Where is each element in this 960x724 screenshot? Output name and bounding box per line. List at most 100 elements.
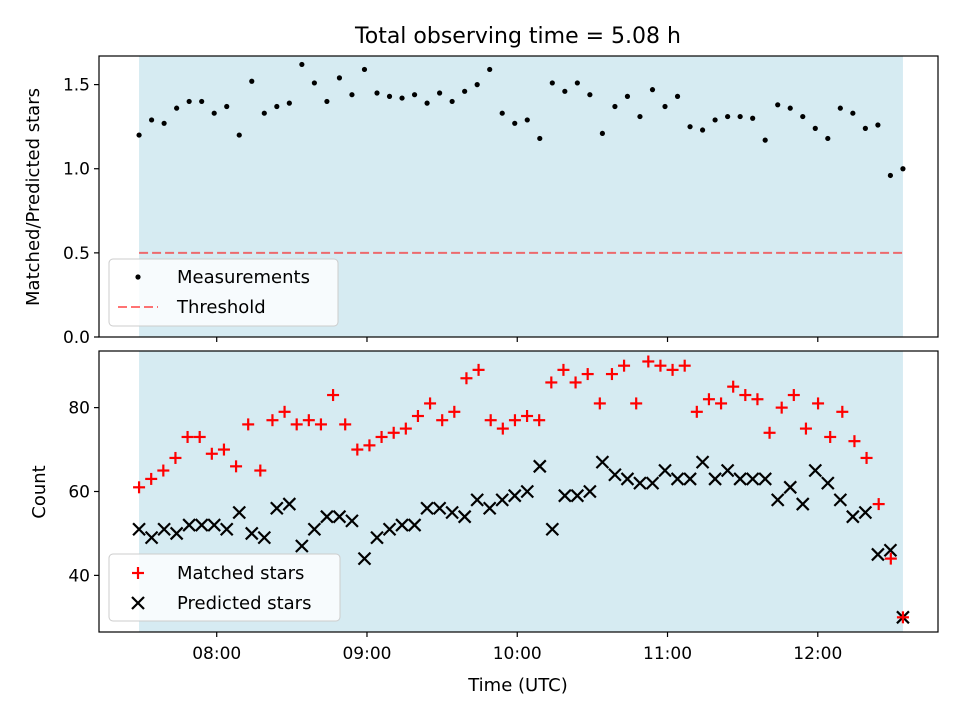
- matched-star-point: [460, 372, 473, 385]
- measurement-point: [236, 132, 242, 138]
- top-y-tick-label: 0.0: [63, 328, 90, 348]
- measurement-point: [787, 105, 793, 111]
- measurement-point: [136, 132, 142, 138]
- measurement-point: [161, 120, 167, 126]
- matched-star-point: [399, 422, 412, 435]
- bottom-legend-box: [108, 553, 341, 622]
- predicted-star-point: [533, 459, 547, 474]
- measurement-point: [286, 100, 292, 106]
- predicted-star-point: [270, 501, 284, 516]
- x-tick-label: 08:00: [192, 644, 241, 664]
- matched-star-point: [230, 460, 243, 473]
- measurement-point: [424, 100, 430, 106]
- matched-star-point: [848, 435, 861, 448]
- predicted-star-point: [795, 497, 810, 511]
- measurement-point: [562, 88, 568, 94]
- bottom-y-tick-label: 40: [68, 566, 90, 586]
- bottom-y-label: Count: [29, 465, 50, 518]
- matched-star-point: [521, 410, 534, 423]
- legend-measurements-label: Measurements: [177, 267, 310, 288]
- predicted-star-point: [332, 509, 347, 524]
- predicted-star-point: [257, 530, 272, 545]
- predicted-star-point: [658, 463, 672, 478]
- measurement-point: [775, 102, 781, 108]
- predicted-star-point: [132, 522, 146, 537]
- matched-star-point: [242, 418, 255, 431]
- measurement-point: [411, 92, 418, 98]
- predicted-star-point: [495, 493, 509, 507]
- matched-star-point: [314, 418, 327, 431]
- matched-star-point: [763, 426, 776, 439]
- measurement-point: [900, 166, 906, 172]
- top-legend: Measurements Threshold: [108, 258, 339, 327]
- measurement-point: [599, 130, 606, 137]
- matched-star-point: [436, 414, 449, 427]
- predicted-star-point: [357, 551, 372, 566]
- predicted-star-point: [645, 476, 660, 490]
- predicted-star-point: [858, 505, 873, 520]
- bottom-y-axis: 40 60 80: [68, 399, 99, 586]
- measurement-point: [324, 98, 330, 105]
- measurement-point: [737, 113, 743, 120]
- matched-star-point: [799, 422, 812, 435]
- predicted-star-point: [520, 484, 535, 499]
- predicted-star-point: [432, 501, 447, 516]
- matched-star-point: [654, 359, 667, 372]
- matched-star-point: [642, 355, 655, 368]
- bottom-axes-frame: [98, 350, 939, 633]
- matched-star-point: [424, 397, 437, 410]
- measurement-points: [136, 61, 906, 179]
- matched-star-point: [496, 422, 509, 435]
- matched-star-point: [884, 552, 897, 565]
- predicted-star-point: [457, 509, 472, 524]
- matched-star-point: [787, 389, 800, 402]
- matched-star-point: [824, 430, 837, 443]
- predicted-star-point: [821, 476, 835, 490]
- measurement-point: [825, 135, 831, 142]
- predicted-star-point: [783, 480, 798, 495]
- matched-star-point: [739, 389, 752, 402]
- measurement-point: [386, 93, 393, 99]
- measurement-point: [361, 66, 368, 73]
- matched-star-point: [266, 414, 279, 427]
- measurement-point: [549, 80, 555, 86]
- measurement-point: [474, 82, 480, 88]
- predicted-star-point: [745, 472, 760, 486]
- measurement-point: [687, 124, 693, 130]
- predicted-star-point: [420, 501, 434, 516]
- measurement-point: [624, 93, 631, 99]
- legend-predicted-marker: [131, 596, 145, 610]
- measurement-point: [462, 88, 468, 94]
- predicted-star-point: [157, 522, 171, 537]
- top-y-label: Matched/Predicted stars: [23, 88, 44, 306]
- bottom-x-axis: 08:00 09:00 10:00 11:00 12:00: [192, 632, 842, 664]
- predicted-star-point: [883, 543, 898, 557]
- matched-star-point: [205, 447, 218, 460]
- matched-star-point: [169, 451, 182, 464]
- predicted-star-point: [382, 522, 397, 537]
- measurement-point: [699, 127, 706, 133]
- matched-star-point: [508, 414, 521, 427]
- matched-star-point: [715, 397, 728, 410]
- legend-matched-label: Matched stars: [177, 563, 304, 584]
- measurement-point: [812, 125, 818, 131]
- predicted-star-point: [445, 505, 459, 520]
- predicted-star-point: [295, 539, 309, 553]
- measurement-point: [662, 103, 668, 110]
- predicted-star-point: [345, 514, 359, 528]
- measurement-point: [186, 98, 192, 105]
- matched-star-point: [411, 410, 424, 423]
- matched-star-point: [145, 472, 158, 485]
- matched-star-point: [254, 464, 267, 477]
- x-tick-label: 12:00: [793, 644, 842, 664]
- matched-star-point: [181, 430, 194, 443]
- matched-star-point: [363, 439, 376, 452]
- predicted-star-point: [282, 497, 297, 511]
- predicted-star-point: [871, 547, 885, 562]
- predicted-star-point: [583, 484, 597, 499]
- matched-star-point: [860, 451, 873, 464]
- top-x-ticks: [216, 337, 819, 342]
- matched-star-point: [751, 393, 764, 406]
- bottom-legend: Matched stars Predicted stars: [108, 553, 341, 622]
